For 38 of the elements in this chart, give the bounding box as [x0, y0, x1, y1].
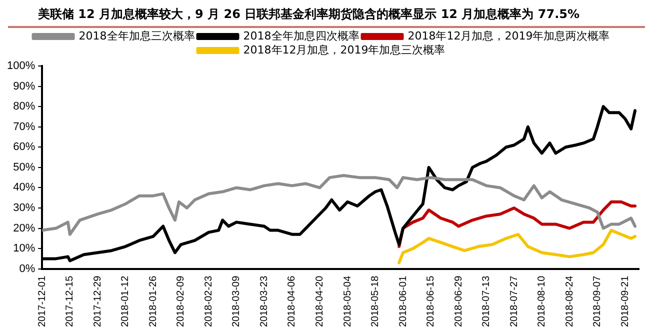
x-tick-label: 2017-12-29: [92, 275, 104, 328]
x-tick-label: 2018-05-18: [370, 275, 382, 328]
legend-label: 2018年12月加息，2019年加息三次概率: [243, 43, 446, 56]
y-tick-label: 60%: [13, 141, 36, 154]
x-tick-label: 2018-02-23: [203, 275, 214, 328]
x-tick-label: 2018-03-23: [258, 275, 270, 328]
x-tick-label: 2018-09-21: [620, 275, 631, 328]
legend-label: 2018全年加息四次概率: [243, 29, 360, 42]
x-tick-label: 2018-07-27: [508, 275, 520, 328]
y-tick-label: 90%: [13, 80, 36, 92]
y-tick-label: 40%: [13, 182, 36, 194]
x-tick-label: 2018-08-10: [536, 275, 548, 328]
x-tick-label: 2017-12-01: [36, 275, 48, 328]
x-tick-label: 2018-01-12: [120, 275, 132, 328]
x-tick-label: 2018-09-07: [592, 275, 604, 328]
x-tick-label: 2018-01-26: [148, 275, 159, 328]
y-tick-label: 20%: [13, 222, 36, 234]
legend-label: 2018年12月加息，2019年加息两次概率: [408, 29, 610, 42]
legend-label: 2018全年加息三次概率: [78, 29, 195, 42]
y-tick-label: 80%: [13, 100, 36, 113]
y-tick-label: 30%: [13, 202, 36, 214]
y-tick-label: 70%: [13, 120, 36, 133]
x-tick-label: 2018-03-09: [231, 275, 242, 328]
x-tick-label: 2017-12-15: [64, 275, 76, 328]
y-tick-label: 100%: [6, 60, 36, 72]
y-tick-label: 50%: [13, 161, 36, 174]
x-tick-label: 2018-02-09: [176, 275, 187, 328]
x-tick-label: 2018-07-13: [481, 275, 492, 328]
x-tick-label: 2018-08-24: [564, 275, 576, 328]
x-tick-label: 2018-06-01: [398, 275, 409, 328]
x-tick-label: 2018-06-15: [426, 275, 437, 328]
y-tick-label: 0%: [19, 262, 36, 275]
y-tick-label: 10%: [13, 242, 36, 255]
x-tick-label: 2018-04-20: [314, 275, 326, 328]
x-tick-label: 2018-05-04: [342, 275, 354, 328]
x-tick-label: 2018-06-29: [453, 275, 464, 328]
chart-title: 美联储 12 月加息概率较大，9 月 26 日联邦基金利率期货隐含的概率显示 12 月加息概率为 77.5%: [8, 6, 645, 28]
x-tick-label: 2018-04-06: [286, 275, 298, 328]
